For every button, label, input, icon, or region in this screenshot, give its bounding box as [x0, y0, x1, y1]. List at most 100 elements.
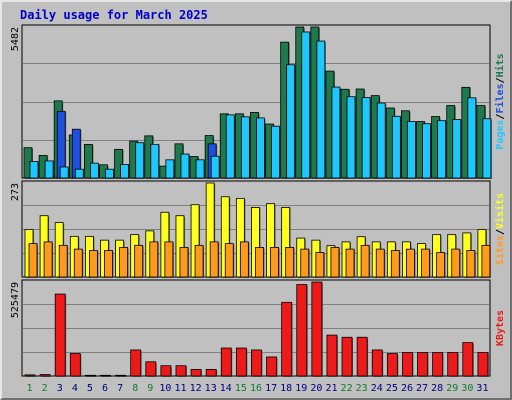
kbytes-bar	[281, 301, 293, 377]
x-tick-label: 27	[416, 383, 428, 394]
x-tick-label: 31	[476, 383, 488, 394]
sites-bar	[406, 248, 415, 278]
sites-bar	[436, 252, 446, 278]
kbytes-bar	[115, 374, 126, 377]
x-tick-label: 17	[265, 383, 277, 394]
hits-bar	[467, 97, 477, 179]
x-tick-label: 20	[310, 383, 322, 394]
legend-visits: Visits	[494, 193, 506, 229]
kbytes-bar	[447, 352, 459, 377]
kbytes-bar	[160, 365, 172, 377]
hits-bar	[407, 121, 416, 179]
x-tick-label: 23	[356, 383, 368, 394]
sites-bar	[300, 248, 310, 278]
kbytes-bar	[371, 349, 383, 377]
legend-separator: /	[495, 114, 506, 120]
sites-bar	[255, 246, 264, 278]
legend-sites: Sites	[494, 235, 506, 265]
kbytes-bar	[130, 349, 142, 377]
hits-bar	[422, 123, 431, 179]
kbytes-bar	[39, 374, 51, 377]
hits-bar	[437, 120, 447, 179]
kbytes-bar	[24, 374, 36, 377]
hits-bar	[44, 160, 54, 179]
sites-bar	[345, 248, 355, 278]
legend-panel-2: Sites/Visits	[494, 193, 506, 265]
y-max-labels: 5482 273 525479	[10, 27, 21, 318]
hits-bar	[195, 159, 205, 179]
x-tick-label: 1	[27, 383, 33, 394]
sites-bar	[239, 241, 249, 278]
sites-bar	[315, 252, 325, 278]
x-tick-label: 8	[132, 383, 138, 394]
x-tick-label: 24	[371, 383, 383, 394]
chart-title: Daily usage for March 2025	[20, 8, 208, 22]
sites-bar	[58, 244, 68, 278]
hits-bar	[240, 116, 250, 179]
sites-bar	[451, 248, 461, 278]
sites-bar	[43, 241, 53, 278]
sites-bar	[481, 244, 491, 278]
x-tick-label: 12	[190, 383, 202, 394]
kbytes-bar	[356, 336, 368, 377]
y-max-label-3: 525479	[10, 282, 21, 318]
legend-kbytes: KBytes	[495, 310, 506, 346]
x-tick-label: 22	[341, 383, 353, 394]
sites-bar	[285, 246, 295, 278]
sites-bar	[330, 246, 340, 278]
legend-hits: Hits	[494, 53, 506, 77]
x-tick-label: 26	[401, 383, 413, 394]
x-tick-label: 13	[205, 383, 217, 394]
x-tick-label: 19	[295, 383, 307, 394]
kbytes-bar	[175, 365, 187, 377]
kbytes-bar	[417, 352, 428, 377]
x-tick-label: 5	[87, 383, 93, 394]
kbytes-bar	[296, 284, 308, 377]
sites-bar	[360, 244, 370, 278]
x-tick-label: 9	[147, 383, 153, 394]
kbytes-bar	[251, 349, 262, 377]
kbytes-bar-shadow	[116, 376, 127, 377]
sites-bar	[466, 250, 476, 278]
sites-bar	[149, 241, 159, 278]
sites-bar	[28, 243, 38, 278]
kbytes-bar	[462, 342, 474, 377]
kbytes-bar	[477, 352, 489, 377]
bars	[23, 26, 492, 377]
kbytes-bar	[266, 356, 277, 377]
kbytes-bar	[402, 352, 413, 377]
kbytes-bar	[205, 368, 217, 377]
sites-bar	[194, 244, 204, 278]
x-tick-label: 18	[280, 383, 292, 394]
sites-bar	[390, 250, 400, 278]
kbytes-bar-shadow	[26, 375, 36, 377]
sites-bar	[270, 246, 279, 278]
x-tick-label: 21	[325, 383, 337, 394]
kbytes-bar	[386, 353, 398, 377]
sites-bar	[209, 241, 219, 278]
kbytes-bar	[54, 293, 66, 377]
sites-bar	[421, 248, 430, 278]
x-tick-label: 2	[42, 383, 48, 394]
legend-panel-1: Pages/Files/Hits	[494, 53, 506, 149]
hits-bar	[150, 143, 160, 179]
panels	[21, 24, 491, 377]
kbytes-bar	[220, 347, 232, 377]
x-tick-label: 25	[386, 383, 398, 394]
hits-bar	[180, 153, 190, 179]
hits-bar	[391, 115, 401, 179]
hits-bar	[331, 86, 341, 179]
x-tick-label: 4	[72, 383, 78, 394]
hits-bar	[210, 155, 220, 179]
pages-bar	[114, 148, 123, 179]
sites-bar	[164, 241, 174, 278]
kbytes-bar	[145, 361, 157, 377]
hits-bar	[376, 102, 386, 179]
x-tick-label: 7	[117, 383, 123, 394]
x-tick-label: 14	[220, 383, 232, 394]
sites-bar	[119, 246, 128, 278]
hits-bar	[89, 162, 99, 179]
sites-bar	[179, 246, 189, 278]
